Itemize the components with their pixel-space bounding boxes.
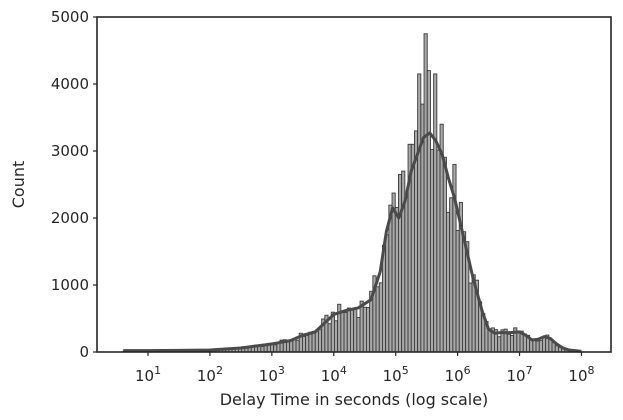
- histogram-bar: [436, 149, 441, 353]
- histogram-bar: [362, 306, 367, 353]
- histogram-bar: [506, 333, 511, 353]
- histogram-bar: [394, 207, 399, 353]
- histogram-bar: [538, 340, 543, 353]
- histogram-bar: [398, 173, 403, 353]
- y-tick-label: 3000: [51, 142, 89, 160]
- histogram-bar: [535, 340, 540, 353]
- histogram-bar: [314, 329, 319, 353]
- histogram-bar: [446, 211, 451, 353]
- histogram-bar: [455, 229, 460, 353]
- x-tick-label: 105: [383, 364, 409, 385]
- histogram-bar: [305, 334, 310, 353]
- histogram-bar: [449, 197, 454, 353]
- histogram-bar: [260, 345, 265, 353]
- x-tick-label: 107: [506, 364, 532, 385]
- histogram-bar: [311, 331, 316, 353]
- y-tick-label: 1000: [51, 276, 89, 294]
- histogram-bar: [302, 336, 307, 353]
- histogram-bar: [542, 337, 547, 353]
- histogram-bar: [497, 336, 502, 353]
- histogram-bar: [417, 73, 422, 353]
- histogram-bar: [346, 307, 351, 353]
- histogram-bar: [343, 312, 348, 353]
- histogram-bar: [353, 308, 358, 353]
- histogram-bar: [375, 286, 380, 353]
- histogram-bar: [423, 33, 428, 353]
- histogram-bar: [359, 300, 364, 353]
- x-tick-label: 101: [135, 364, 161, 385]
- histogram-bar: [273, 344, 278, 353]
- histogram-bar: [318, 329, 323, 353]
- kde-curve: [123, 131, 582, 353]
- histogram-bar: [334, 320, 339, 353]
- y-tick-label: 2000: [51, 209, 89, 227]
- histogram-bar: [554, 345, 559, 353]
- y-tick-label: 5000: [51, 8, 89, 26]
- plot-frame: [96, 16, 612, 353]
- x-tick-label: 106: [445, 364, 471, 385]
- histogram-bar: [391, 192, 396, 353]
- histogram-bar: [289, 340, 294, 353]
- histogram-bar: [426, 70, 431, 353]
- y-tick-label: 0: [79, 343, 89, 361]
- x-tick-label: 108: [568, 364, 594, 385]
- histogram-bar: [442, 156, 447, 353]
- x-axis-label: Delay Time in seconds (log scale): [220, 390, 489, 409]
- histogram-bar: [430, 149, 435, 353]
- histogram-bar: [295, 339, 300, 353]
- histogram-bar: [308, 331, 313, 353]
- histogram-bar: [366, 307, 371, 353]
- histogram-bar: [433, 73, 438, 353]
- x-tick-label: 103: [259, 364, 285, 385]
- y-axis-ticks: 0 1000 2000 3000 4000 5000: [51, 8, 97, 361]
- histogram-bar: [385, 234, 390, 353]
- histogram-bar: [468, 282, 473, 353]
- histogram-bar: [532, 340, 537, 353]
- histogram-bars: [122, 33, 582, 353]
- x-axis-ticks: 101 102 103 104 105 106 107 108: [135, 352, 595, 385]
- histogram-bar: [356, 316, 361, 353]
- histogram-bar: [404, 196, 409, 353]
- histogram-bar: [327, 323, 332, 353]
- x-tick-label: 104: [321, 364, 347, 385]
- y-tick-label: 4000: [51, 75, 89, 93]
- histogram-bar: [378, 282, 383, 353]
- histogram-bar: [340, 310, 345, 353]
- histogram-bar: [516, 330, 521, 353]
- x-tick-label: 102: [197, 364, 223, 385]
- histogram-bar: [510, 335, 515, 353]
- histogram-bar: [388, 204, 393, 353]
- y-axis-label: Count: [9, 161, 28, 209]
- histogram-bar: [350, 309, 355, 353]
